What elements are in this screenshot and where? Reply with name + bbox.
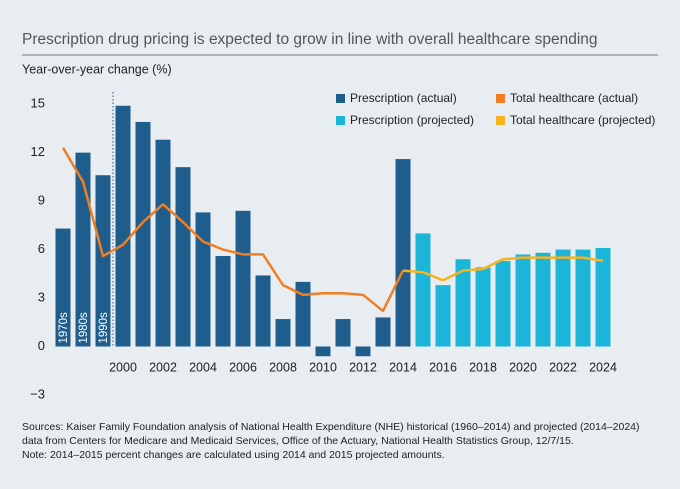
bar: [55, 228, 71, 347]
y-tick-label: 6: [38, 241, 45, 256]
bar: [355, 346, 371, 357]
bar: [215, 256, 231, 347]
y-tick-label: 0: [38, 338, 45, 353]
bar: [75, 152, 91, 347]
bar: [255, 275, 271, 347]
bar: [435, 285, 451, 347]
x-tick-label: 2006: [229, 360, 257, 374]
notes: Sources: Kaiser Family Foundation analys…: [22, 420, 662, 462]
bar: [495, 260, 511, 347]
x-tick-label: 2002: [149, 360, 177, 374]
bar: [235, 210, 251, 347]
x-tick-label: 2020: [509, 360, 537, 374]
x-tick-label: 2004: [189, 360, 217, 374]
x-tick-label: 2000: [109, 360, 137, 374]
x-tick-label: 1970s: [58, 312, 70, 344]
bar: [395, 159, 411, 347]
bar: [275, 319, 291, 347]
bar: [535, 252, 551, 347]
bar: [555, 249, 571, 347]
x-tick-label: 2024: [589, 360, 617, 374]
bar: [335, 319, 351, 347]
bar: [415, 233, 431, 347]
legend-label: Total healthcare (actual): [510, 91, 638, 105]
bar: [375, 317, 391, 347]
x-tick-label: 2010: [309, 360, 337, 374]
y-tick-label: 9: [38, 193, 45, 208]
bar: [195, 212, 211, 347]
bar: [155, 139, 171, 347]
bar: [455, 259, 471, 347]
legend-swatch: [336, 116, 345, 125]
bar: [175, 167, 191, 347]
bar: [95, 175, 111, 347]
legend-swatch: [496, 116, 505, 125]
legend-swatch: [496, 94, 505, 103]
y-tick-label: −3: [30, 386, 45, 401]
x-tick-label: 2014: [389, 360, 417, 374]
bar: [595, 247, 611, 347]
x-tick-label: 2022: [549, 360, 577, 374]
x-tick-label: 1980s: [78, 312, 90, 344]
y-axis-label: Year-over-year change (%): [22, 62, 172, 76]
y-tick-label: 15: [31, 96, 45, 111]
bar: [315, 346, 331, 357]
bar: [295, 281, 311, 347]
legend-label: Total healthcare (projected): [510, 113, 655, 127]
y-tick-label: 12: [31, 144, 45, 159]
legend-swatch: [336, 94, 345, 103]
legend-label: Prescription (projected): [350, 113, 474, 127]
x-tick-label: 2012: [349, 360, 377, 374]
bar: [475, 267, 491, 347]
sources: Sources: Kaiser Family Foundation analys…: [22, 421, 640, 447]
x-tick-label: 2016: [429, 360, 457, 374]
line: [402, 256, 604, 282]
x-tick-label: 2018: [469, 360, 497, 374]
line: [61, 147, 405, 313]
x-tick-label: 1990s: [98, 312, 110, 344]
bar: [135, 121, 151, 347]
y-tick-label: 3: [38, 289, 45, 304]
chart-title: Prescription drug pricing is expected to…: [22, 31, 598, 48]
bar: [515, 254, 531, 347]
bar: [115, 105, 131, 347]
legend-label: Prescription (actual): [350, 91, 457, 105]
bar: [575, 249, 591, 347]
note: Note: 2014–2015 percent changes are calc…: [22, 449, 445, 461]
x-tick-label: 2008: [269, 360, 297, 374]
